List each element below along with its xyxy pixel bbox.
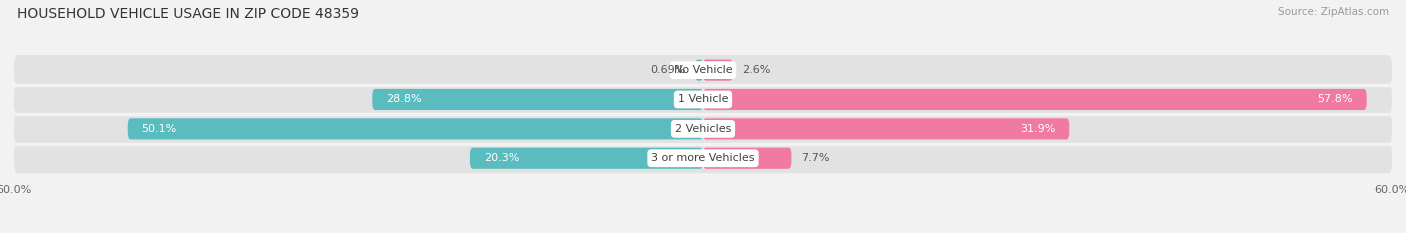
Text: 7.7%: 7.7% bbox=[800, 153, 830, 163]
Text: 50.1%: 50.1% bbox=[142, 124, 177, 134]
Text: 31.9%: 31.9% bbox=[1021, 124, 1056, 134]
FancyBboxPatch shape bbox=[470, 148, 703, 169]
FancyBboxPatch shape bbox=[373, 89, 703, 110]
Text: No Vehicle: No Vehicle bbox=[673, 65, 733, 75]
FancyBboxPatch shape bbox=[703, 148, 792, 169]
Text: 2 Vehicles: 2 Vehicles bbox=[675, 124, 731, 134]
FancyBboxPatch shape bbox=[703, 89, 1367, 110]
Text: 3 or more Vehicles: 3 or more Vehicles bbox=[651, 153, 755, 163]
Text: Source: ZipAtlas.com: Source: ZipAtlas.com bbox=[1278, 7, 1389, 17]
Text: 20.3%: 20.3% bbox=[484, 153, 519, 163]
Text: 0.69%: 0.69% bbox=[651, 65, 686, 75]
FancyBboxPatch shape bbox=[128, 118, 703, 139]
Text: HOUSEHOLD VEHICLE USAGE IN ZIP CODE 48359: HOUSEHOLD VEHICLE USAGE IN ZIP CODE 4835… bbox=[17, 7, 359, 21]
Text: 2.6%: 2.6% bbox=[742, 65, 770, 75]
FancyBboxPatch shape bbox=[14, 114, 1392, 144]
Text: 57.8%: 57.8% bbox=[1317, 94, 1353, 104]
FancyBboxPatch shape bbox=[14, 55, 1392, 85]
Text: 1 Vehicle: 1 Vehicle bbox=[678, 94, 728, 104]
FancyBboxPatch shape bbox=[703, 118, 1070, 139]
FancyBboxPatch shape bbox=[695, 59, 703, 81]
FancyBboxPatch shape bbox=[703, 59, 733, 81]
FancyBboxPatch shape bbox=[14, 143, 1392, 173]
Text: 28.8%: 28.8% bbox=[387, 94, 422, 104]
FancyBboxPatch shape bbox=[14, 85, 1392, 114]
